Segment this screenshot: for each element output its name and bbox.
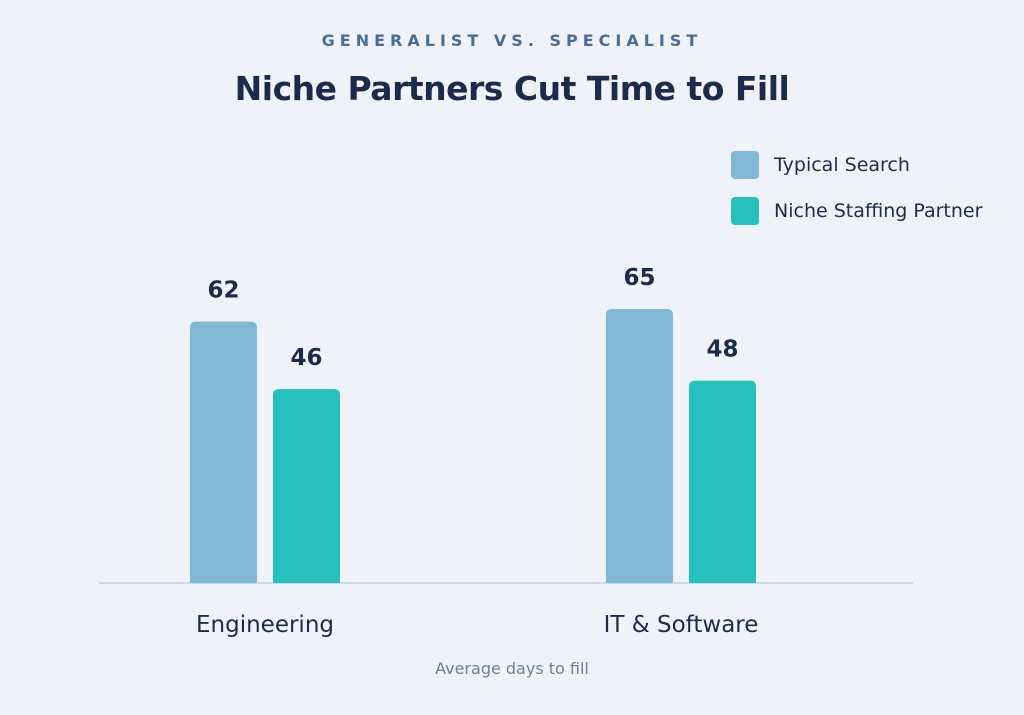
legend-label-typical-search: Typical Search [774,154,910,176]
bar-it-software-typical-search [606,309,673,583]
axis-label-x: Average days to fill [435,659,589,678]
chart-title: Niche Partners Cut Time to Fill [234,69,790,108]
legend-swatch-niche-staffing-partner [731,197,759,225]
data-label-engineering-niche-staffing-partner: 46 [290,345,322,371]
data-label-engineering-typical-search: 62 [207,278,239,304]
legend-swatch-typical-search [731,151,759,179]
bar-engineering-typical-search [190,321,257,583]
legend-label-niche-staffing-partner: Niche Staffing Partner [774,200,983,222]
bar-engineering-niche-staffing-partner [273,389,340,583]
bar-it-software-niche-staffing-partner [689,380,756,583]
data-label-it-software-niche-staffing-partner: 48 [706,337,738,363]
chart-subtitle: GENERALIST VS. SPECIALIST [321,31,703,50]
category-label-it-software: IT & Software [604,612,759,638]
category-label-engineering: Engineering [196,612,334,638]
data-label-it-software-typical-search: 65 [623,265,655,291]
